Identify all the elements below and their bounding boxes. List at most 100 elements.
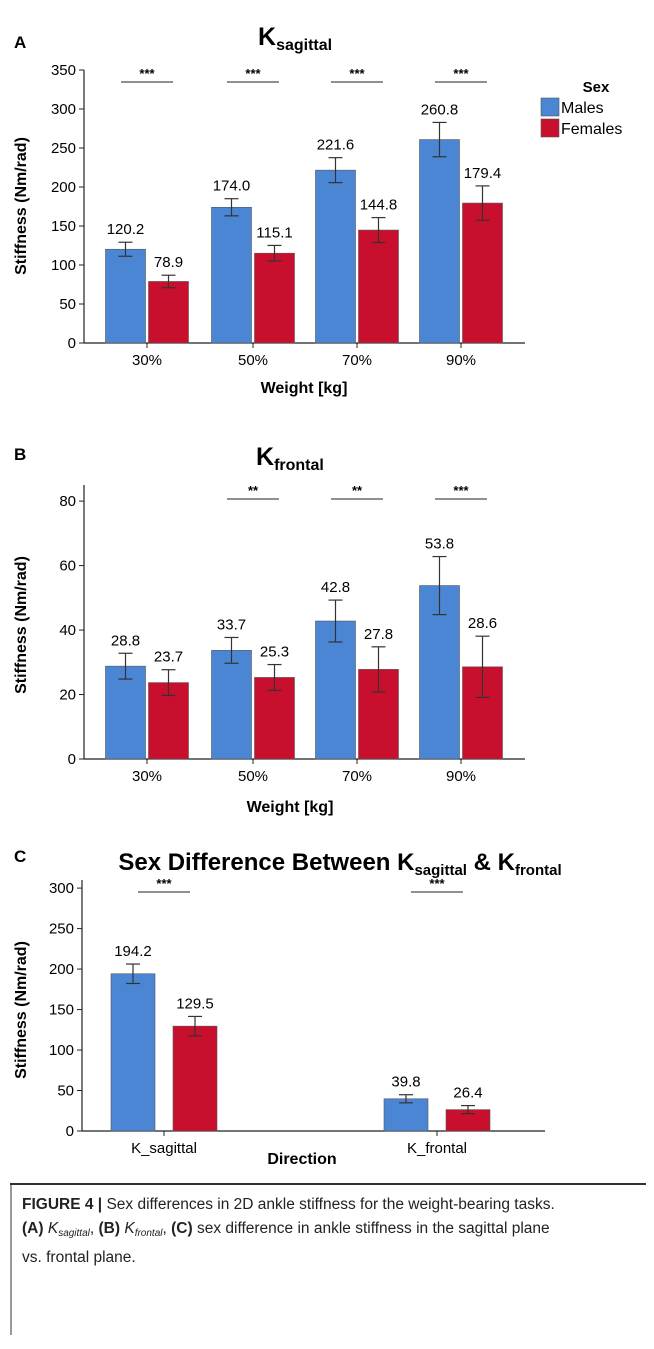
- data-label: 179.4: [464, 165, 502, 182]
- significance-marker: ***: [429, 876, 445, 891]
- significance-marker: ***: [245, 66, 261, 81]
- data-label: 39.8: [391, 1074, 420, 1091]
- bar-females: [462, 202, 503, 344]
- chart-title: Ksagittal: [258, 23, 332, 54]
- data-label: 23.7: [154, 649, 183, 666]
- y-tick-label: 350: [51, 62, 76, 79]
- bar-females: [358, 229, 399, 344]
- panel-letter: C: [14, 847, 26, 866]
- y-tick-label: 60: [59, 558, 76, 575]
- x-axis-label: Weight [kg]: [261, 380, 348, 397]
- chart-title-subscript: sagittal: [414, 862, 467, 879]
- x-tick-label: 50%: [238, 768, 268, 785]
- bar-males: [419, 139, 460, 344]
- y-axis-label: Stiffness (Nm/rad): [13, 556, 30, 694]
- chart-title-subscript: frontal: [515, 862, 562, 879]
- data-label: 129.5: [176, 995, 214, 1012]
- y-tick-label: 40: [59, 622, 76, 639]
- data-label: 260.8: [421, 101, 459, 118]
- caption-c-label: (C): [171, 1220, 193, 1237]
- y-tick-label: 150: [49, 1002, 74, 1019]
- y-tick-label: 300: [49, 880, 74, 897]
- x-tick-label: K_sagittal: [131, 1140, 197, 1157]
- bar-males: [211, 206, 252, 344]
- bar-males: [110, 973, 156, 1132]
- x-tick-label: 70%: [342, 352, 372, 369]
- data-label: 115.1: [256, 224, 292, 241]
- significance-marker: ***: [453, 66, 469, 81]
- caption-c-text: sex difference in ankle stiffness in the…: [192, 1220, 550, 1237]
- bar-females: [172, 1025, 218, 1132]
- figure-caption: FIGURE 4 | Sex differences in 2D ankle s…: [10, 1183, 646, 1270]
- caption-rule: [10, 1185, 12, 1335]
- chart-title: Sex Difference Between Ksagittal & Kfron…: [118, 849, 561, 879]
- y-tick-label: 200: [51, 179, 76, 196]
- caption-a-sub: sagittal: [58, 1228, 90, 1239]
- caption-b-sub: frontal: [134, 1228, 163, 1239]
- caption-a-main: K: [47, 1220, 59, 1237]
- caption-b-main: K: [124, 1220, 135, 1237]
- chart-panel-c: C Sex Difference Between Ksagittal & Kfro…: [13, 847, 562, 1168]
- y-tick-label: 100: [51, 257, 76, 274]
- data-label: 194.2: [114, 943, 152, 960]
- x-tick-label: 30%: [132, 768, 162, 785]
- x-tick-label: K_frontal: [407, 1140, 467, 1157]
- significance-marker: ***: [349, 66, 365, 81]
- y-tick-label: 100: [49, 1042, 74, 1059]
- y-tick-label: 150: [51, 218, 76, 235]
- legend-label-females: Females: [561, 121, 622, 138]
- x-tick-label: 30%: [132, 352, 162, 369]
- significance-marker: ***: [156, 876, 172, 891]
- data-label: 53.8: [425, 536, 454, 553]
- panel-letter: B: [14, 445, 26, 464]
- caption-line-1: FIGURE 4 | Sex differences in 2D ankle s…: [10, 1193, 646, 1217]
- caption-tail: vs. frontal plane.: [22, 1249, 136, 1266]
- x-tick-label: 50%: [238, 352, 268, 369]
- data-label: 174.0: [213, 178, 251, 195]
- data-label: 42.8: [321, 579, 350, 596]
- y-tick-label: 50: [59, 296, 76, 313]
- y-tick-label: 300: [51, 101, 76, 118]
- y-tick-label: 80: [59, 493, 76, 510]
- data-label: 144.8: [360, 197, 398, 214]
- x-axis-label: Weight [kg]: [247, 799, 334, 816]
- significance-marker: ***: [453, 483, 469, 498]
- significance-marker: **: [248, 483, 259, 498]
- y-tick-label: 250: [49, 921, 74, 938]
- caption-a-label: (A): [22, 1220, 44, 1237]
- caption-b-label: (B): [98, 1220, 121, 1237]
- chart-panel-a: A Ksagittal 0 50 100 150 200 250 300 350 Stiffness…: [13, 23, 622, 397]
- x-axis-label: Direction: [267, 1151, 336, 1168]
- x-tick-label: 90%: [446, 768, 476, 785]
- bar-males: [315, 620, 356, 760]
- legend-title: Sex: [583, 79, 610, 96]
- chart-title-subscript: sagittal: [276, 37, 332, 54]
- bar-males: [105, 248, 146, 344]
- significance-marker: **: [352, 483, 363, 498]
- data-label: 221.6: [317, 137, 355, 154]
- caption-text: Sex differences in 2D ankle stiffness fo…: [102, 1196, 555, 1213]
- caption-label: FIGURE 4 |: [22, 1196, 103, 1213]
- data-label: 78.9: [154, 254, 183, 271]
- data-label: 28.8: [111, 632, 140, 649]
- y-tick-label: 250: [51, 140, 76, 157]
- y-tick-label: 0: [68, 751, 76, 768]
- y-tick-label: 200: [49, 961, 74, 978]
- bar-females: [254, 252, 295, 344]
- x-tick-label: 70%: [342, 768, 372, 785]
- legend-swatch-males: [540, 97, 560, 117]
- bar-females: [254, 677, 295, 760]
- bar-males: [211, 650, 252, 760]
- chart-title-part: & K: [467, 849, 516, 876]
- panel-letter: A: [14, 33, 26, 52]
- bar-males: [105, 665, 146, 760]
- data-label: 33.7: [217, 616, 246, 633]
- y-tick-label: 0: [66, 1123, 74, 1140]
- chart-title-part: Sex Difference Between K: [118, 849, 415, 876]
- bar-females: [148, 281, 189, 344]
- data-label: 28.6: [468, 615, 497, 632]
- caption-line-2: (A) Ksagittal, (B) Kfrontal, (C) sex dif…: [22, 1220, 550, 1239]
- y-axis-label: Stiffness (Nm/rad): [13, 941, 30, 1079]
- legend-label-males: Males: [561, 100, 604, 117]
- chart-title-main: K: [256, 443, 274, 471]
